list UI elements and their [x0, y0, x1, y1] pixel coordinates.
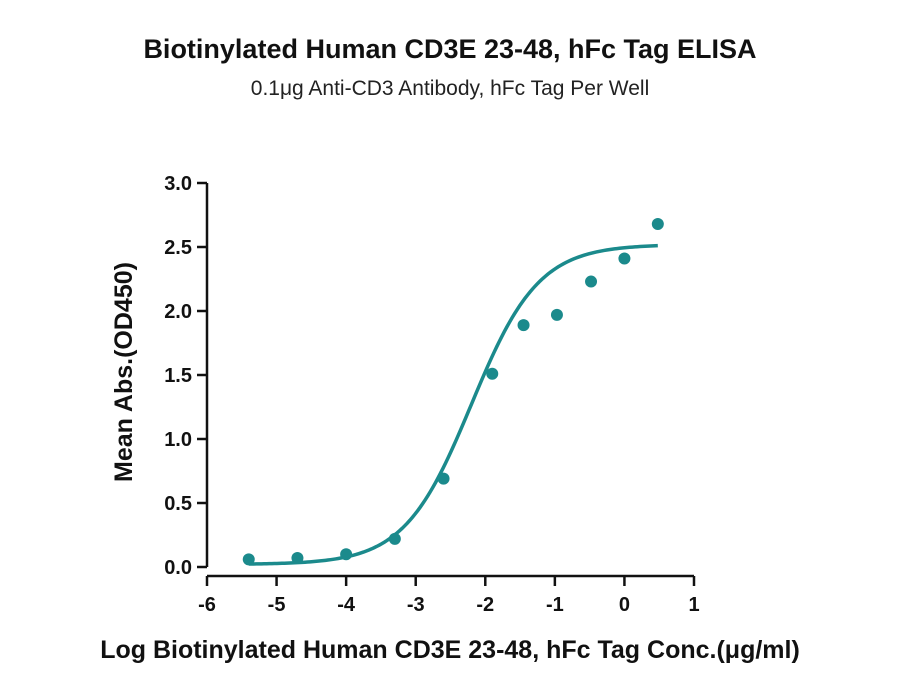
- fit-curve: [248, 243, 658, 566]
- y-tick-label: 2.5: [164, 237, 192, 259]
- x-tick-label: -1: [546, 594, 564, 616]
- data-point: [486, 367, 499, 380]
- x-axis: -6 -5 -4 -3 -2 -1 0 1: [198, 574, 700, 616]
- data-point: [388, 532, 401, 545]
- data-point: [517, 319, 530, 332]
- x-tick-label: -5: [268, 594, 286, 616]
- y-axis: 0.0 0.5 1.0 1.5 2.0 2.5 3.0: [164, 173, 209, 579]
- x-tick-label: 1: [688, 594, 699, 616]
- data-point: [585, 275, 598, 288]
- y-tick-label: 1.0: [164, 429, 192, 451]
- x-tick-label: -2: [476, 594, 494, 616]
- x-tick-label: 0: [619, 594, 630, 616]
- x-axis-label: Log Biotinylated Human CD3E 23-48, hFc T…: [100, 636, 800, 664]
- y-tick-label: 1.5: [164, 365, 192, 387]
- y-tick-label: 2.0: [164, 301, 192, 323]
- y-tick-label: 0.0: [164, 557, 192, 579]
- data-point: [437, 472, 450, 485]
- x-tick-label: -6: [198, 594, 216, 616]
- chart-title: Biotinylated Human CD3E 23-48, hFc Tag E…: [143, 34, 756, 64]
- data-point: [340, 548, 353, 561]
- y-tick-label: 3.0: [164, 173, 192, 195]
- data-points: [242, 217, 664, 566]
- data-point: [242, 553, 255, 566]
- data-point: [618, 252, 631, 265]
- chart-subtitle: 0.1μg Anti-CD3 Antibody, hFc Tag Per Wel…: [251, 77, 649, 100]
- data-point: [651, 217, 664, 230]
- data-point: [291, 552, 304, 565]
- data-point: [550, 308, 563, 321]
- x-tick-label: -3: [407, 594, 425, 616]
- y-axis-label: Mean Abs.(OD450): [110, 262, 138, 482]
- y-tick-label: 0.5: [164, 493, 192, 515]
- x-tick-label: -4: [337, 594, 356, 616]
